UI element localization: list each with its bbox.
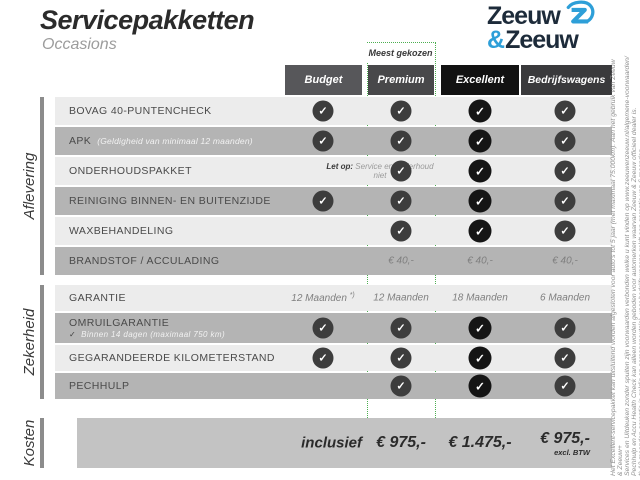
check-icon: ✓ [554, 160, 576, 182]
cell-value: 12 Maanden *) [291, 292, 354, 304]
row-label: GEGARANDEERDE KILOMETERSTAND [69, 352, 275, 364]
row-label: PECHHULP [69, 380, 130, 392]
price-value: € 975,- [540, 430, 590, 447]
section-label-aflevering: Aflevering [21, 152, 38, 220]
check-icon: ✓ [390, 100, 412, 122]
check-icon: ✓ [468, 189, 492, 213]
cell-value: 6 Maanden [539, 292, 591, 304]
section-bar-aflevering [40, 97, 44, 275]
disclaimer-line: Services en Uitdeuken zonder spuiten zij… [624, 56, 631, 476]
column-header-excellent: Excellent [441, 65, 519, 95]
price-excellent: € 1.475,- [448, 434, 512, 451]
logo-z-swoosh-icon [566, 0, 595, 24]
logo-word-1: Zeeuw [487, 1, 561, 30]
table-row-brandstof: BRANDSTOF / ACCULADING € 40,- € 40,- € 4… [55, 247, 612, 275]
check-icon: ✓ [312, 190, 334, 212]
row-label: BRANDSTOF / ACCULADING [69, 255, 220, 267]
check-icon: ✓ [554, 130, 576, 152]
check-icon: ✓ [468, 346, 492, 370]
cell-value: € 40,- [552, 255, 578, 267]
meest-gekozen-badge: Meest gekozen [367, 42, 434, 63]
check-icon: ✓ [312, 347, 334, 369]
table-row-reiniging: REINIGING BINNEN- EN BUITENZIJDE ✓ ✓ ✓ ✓ [55, 187, 612, 215]
check-icon: ✓ [468, 374, 492, 398]
table-row-omruilgarantie: OMRUILGARANTIE ✓ Binnen 14 dagen (maximaa… [55, 313, 612, 343]
check-icon: ✓ [390, 160, 412, 182]
check-icon: ✓ [554, 220, 576, 242]
page-title: Servicepakketten [40, 5, 255, 35]
cell-value-text: 12 Maanden [291, 293, 347, 305]
check-icon: ✓ [554, 100, 576, 122]
row-label: GARANTIE [69, 292, 126, 304]
check-icon: ✓ [554, 375, 576, 397]
small-check-icon: ✓ [69, 330, 77, 339]
price-premium: € 975,- [376, 434, 426, 451]
price-sub-label: excl. BTW [554, 448, 590, 457]
price-budget: inclusief [301, 434, 362, 452]
check-icon: ✓ [390, 130, 412, 152]
row-label: OMRUILGARANTIE ✓ Binnen 14 dagen (maximaa… [55, 317, 225, 339]
check-icon: ✓ [468, 129, 492, 153]
page-subtitle: Occasions [42, 36, 117, 53]
disclaimer-text: Het Excellent-servicepakket kan uitsluit… [610, 56, 640, 476]
check-icon: ✓ [312, 130, 334, 152]
check-icon: ✓ [390, 317, 412, 339]
check-icon: ✓ [312, 100, 334, 122]
table-row-pechhulp: PECHHULP ✓ ✓ ✓ [55, 373, 612, 399]
row-label-text: OMRUILGARANTIE [69, 317, 170, 329]
column-header-budget: Budget [285, 65, 362, 95]
row-label: WAXBEHANDELING [69, 225, 174, 237]
zekerheid-rows: GARANTIE 12 Maanden *) 12 Maanden 18 Maa… [55, 285, 612, 401]
zeeuw-logo: Zeeuw & Zeeuw [487, 0, 617, 54]
table-row-onderhoudspakket: ONDERHOUDSPAKKET Let op: Service en onde… [55, 157, 612, 185]
column-header-premium: Premium [368, 65, 434, 95]
budget-note-bold: Let op: [326, 162, 354, 171]
check-icon: ✓ [390, 347, 412, 369]
check-icon: ✓ [554, 347, 576, 369]
table-row-kilometerstand: GEGARANDEERDE KILOMETERSTAND ✓ ✓ ✓ ✓ [55, 345, 612, 371]
aflevering-rows: BOVAG 40-PUNTENCHECK ✓ ✓ ✓ ✓ APK (Geldig… [55, 97, 612, 277]
row-subnote: ✓ Binnen 14 dagen (maximaal 750 km) [69, 330, 225, 339]
section-bar-zekerheid [40, 285, 44, 399]
row-note: (Geldigheid van minimaal 12 maanden) [97, 136, 253, 146]
check-icon: ✓ [468, 99, 492, 123]
table-row-bovag: BOVAG 40-PUNTENCHECK ✓ ✓ ✓ ✓ [55, 97, 612, 125]
cell-value: 18 Maanden [452, 292, 508, 304]
cell-value-sup: *) [349, 291, 355, 299]
price-bedrijfswagens: € 975,- excl. BTW [540, 430, 590, 456]
row-label: BOVAG 40-PUNTENCHECK [69, 105, 212, 117]
table-row-waxbehandeling: WAXBEHANDELING ✓ ✓ ✓ [55, 217, 612, 245]
disclaimer-line: Het Excellent-servicepakket kan uitsluit… [610, 59, 624, 476]
check-icon: ✓ [554, 317, 576, 339]
cell-value: € 40,- [388, 255, 414, 267]
disclaimer-line: Pechhulp en Accu Health Check kan alleen… [631, 107, 638, 476]
check-icon: ✓ [468, 159, 492, 183]
check-icon: ✓ [390, 190, 412, 212]
check-icon: ✓ [390, 220, 412, 242]
table-row-apk: APK (Geldigheid van minimaal 12 maanden)… [55, 127, 612, 155]
cell-value: 12 Maanden [373, 292, 429, 304]
row-label: REINIGING BINNEN- EN BUITENZIJDE [69, 195, 271, 207]
check-icon: ✓ [468, 219, 492, 243]
table-row-garantie: GARANTIE 12 Maanden *) 12 Maanden 18 Maa… [55, 285, 612, 311]
column-header-bedrijfswagens: Bedrijfswagens [521, 65, 612, 95]
logo-ampersand: & [487, 25, 505, 54]
section-bar-kosten [40, 418, 44, 468]
check-icon: ✓ [554, 190, 576, 212]
row-subnote-text: Binnen 14 dagen (maximaal 750 km) [81, 330, 226, 339]
cell-value: € 40,- [467, 255, 493, 267]
budget-note: Let op: Service en onderhoud niet [324, 162, 436, 180]
check-icon: ✓ [468, 316, 492, 340]
logo-word-2: Zeeuw [505, 25, 579, 54]
row-label: APK [69, 135, 92, 147]
kosten-row: inclusief € 975,- € 1.475,- € 975,- excl.… [77, 418, 612, 468]
section-label-kosten: Kosten [21, 419, 38, 467]
check-icon: ✓ [312, 317, 334, 339]
row-label: ONDERHOUDSPAKKET [69, 165, 192, 177]
check-icon: ✓ [390, 375, 412, 397]
